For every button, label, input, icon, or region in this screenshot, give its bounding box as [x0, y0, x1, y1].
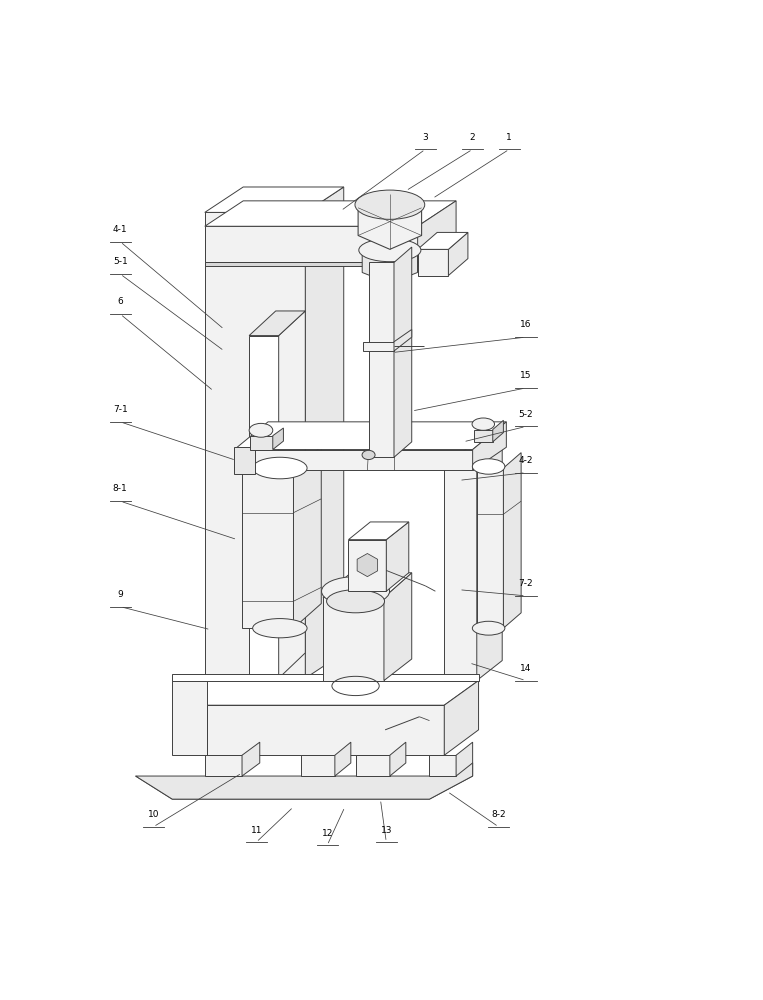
- Polygon shape: [474, 430, 493, 442]
- Polygon shape: [204, 187, 343, 212]
- Ellipse shape: [253, 457, 307, 479]
- Ellipse shape: [327, 590, 385, 613]
- Text: 7-1: 7-1: [113, 405, 127, 414]
- Polygon shape: [301, 755, 335, 776]
- Polygon shape: [417, 249, 449, 276]
- Polygon shape: [136, 763, 472, 799]
- Polygon shape: [207, 705, 444, 755]
- Ellipse shape: [472, 621, 505, 635]
- Polygon shape: [250, 436, 273, 450]
- Polygon shape: [357, 554, 378, 577]
- Polygon shape: [394, 329, 412, 351]
- Polygon shape: [349, 522, 409, 540]
- Polygon shape: [472, 422, 507, 470]
- Ellipse shape: [355, 190, 425, 219]
- Polygon shape: [249, 336, 278, 678]
- Polygon shape: [504, 453, 521, 628]
- Polygon shape: [349, 540, 386, 591]
- Polygon shape: [356, 755, 390, 776]
- Text: 11: 11: [250, 826, 262, 835]
- Polygon shape: [204, 262, 417, 266]
- Text: 10: 10: [147, 810, 159, 819]
- Polygon shape: [242, 742, 259, 776]
- Polygon shape: [172, 651, 478, 705]
- Polygon shape: [417, 232, 468, 249]
- Text: 3: 3: [423, 133, 428, 142]
- Ellipse shape: [472, 418, 494, 430]
- Polygon shape: [362, 342, 394, 351]
- Ellipse shape: [472, 459, 505, 474]
- Polygon shape: [323, 573, 412, 597]
- Text: 16: 16: [520, 320, 532, 329]
- Text: 8-1: 8-1: [113, 484, 127, 493]
- Polygon shape: [172, 681, 207, 755]
- Ellipse shape: [359, 239, 421, 262]
- Polygon shape: [335, 742, 351, 776]
- Text: 15: 15: [520, 371, 532, 380]
- Polygon shape: [456, 742, 472, 776]
- Text: 9: 9: [118, 590, 123, 599]
- Text: 4-2: 4-2: [519, 456, 533, 465]
- Text: 5-2: 5-2: [519, 410, 533, 419]
- Text: 12: 12: [321, 829, 333, 838]
- Polygon shape: [477, 445, 502, 681]
- Polygon shape: [249, 311, 305, 336]
- Polygon shape: [305, 187, 343, 678]
- Polygon shape: [278, 311, 305, 678]
- Polygon shape: [323, 597, 384, 681]
- Text: 6: 6: [118, 297, 123, 306]
- Text: 2: 2: [470, 133, 475, 142]
- Polygon shape: [430, 755, 456, 776]
- Ellipse shape: [321, 577, 390, 606]
- Text: 5-1: 5-1: [113, 257, 127, 266]
- Polygon shape: [204, 755, 242, 776]
- Text: 14: 14: [520, 664, 532, 673]
- Polygon shape: [358, 194, 422, 249]
- Polygon shape: [384, 573, 412, 681]
- Ellipse shape: [362, 450, 375, 460]
- Polygon shape: [242, 470, 294, 628]
- Polygon shape: [444, 445, 502, 468]
- Text: 4-1: 4-1: [113, 225, 127, 234]
- Polygon shape: [294, 446, 321, 628]
- Polygon shape: [204, 226, 417, 262]
- Polygon shape: [204, 212, 305, 678]
- Polygon shape: [493, 420, 504, 442]
- Polygon shape: [273, 428, 283, 450]
- Polygon shape: [444, 468, 477, 681]
- Polygon shape: [444, 681, 478, 755]
- Polygon shape: [234, 447, 255, 474]
- Polygon shape: [369, 262, 394, 457]
- Polygon shape: [362, 240, 417, 283]
- Polygon shape: [394, 247, 412, 457]
- Polygon shape: [417, 201, 456, 262]
- Polygon shape: [172, 674, 478, 681]
- Polygon shape: [449, 232, 468, 276]
- Polygon shape: [477, 468, 504, 628]
- Polygon shape: [390, 742, 406, 776]
- Polygon shape: [136, 763, 472, 799]
- Ellipse shape: [253, 619, 307, 638]
- Ellipse shape: [249, 423, 273, 437]
- Polygon shape: [204, 201, 456, 226]
- Text: 13: 13: [381, 826, 392, 835]
- Text: 7-2: 7-2: [519, 579, 533, 588]
- Polygon shape: [234, 422, 507, 450]
- Text: 1: 1: [507, 133, 512, 142]
- Text: 8-2: 8-2: [491, 810, 506, 819]
- Polygon shape: [234, 450, 472, 470]
- Polygon shape: [386, 522, 409, 591]
